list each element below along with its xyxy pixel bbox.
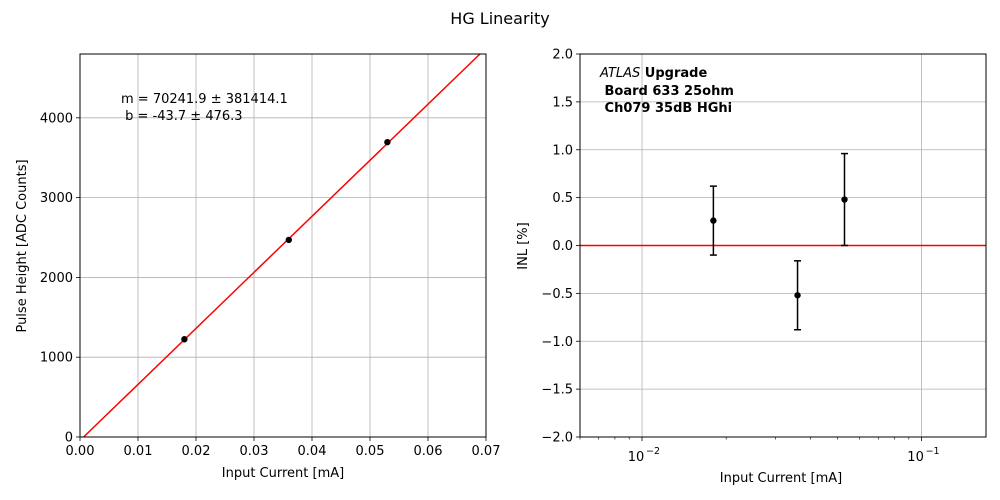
linearity-grid bbox=[79, 54, 487, 438]
inl-x-ticks: 10 −2 10 −1 bbox=[628, 437, 940, 465]
linearity-x-tick-label: 0.07 bbox=[472, 444, 501, 459]
inl-y-tick-label: 0.5 bbox=[552, 191, 573, 206]
inl-x-tick-exponent: −2 bbox=[646, 446, 660, 457]
inl-y-tick-label: −0.5 bbox=[541, 287, 573, 302]
linearity-x-tick-label: 0.00 bbox=[66, 444, 95, 459]
linearity-y-tick-label: 2000 bbox=[40, 271, 73, 286]
linearity-points bbox=[181, 138, 391, 343]
linearity-fit-line bbox=[83, 53, 481, 438]
inl-annotation-board: Board 633 25ohm bbox=[600, 84, 734, 99]
inl-y-tick-label: 1.5 bbox=[552, 95, 573, 110]
inl-annotation-line1: ATLAS Upgrade bbox=[599, 66, 707, 81]
linearity-plot: 0.00 0.01 0.02 0.03 0.04 0.05 0.06 0.07 0 1000 20… bbox=[15, 53, 501, 481]
linearity-x-tick-label: 0.05 bbox=[356, 444, 385, 459]
inl-y-ticks: −2.0 −1.5 −1.0 −0.5 0.0 0.5 1.0 1.5 2.0 bbox=[541, 48, 580, 446]
linearity-y-tick-label: 3000 bbox=[40, 191, 73, 206]
linearity-y-tick-label: 0 bbox=[65, 431, 73, 446]
inl-y-tick-label: −1.5 bbox=[541, 383, 573, 398]
linearity-data-point bbox=[285, 236, 292, 244]
inl-y-tick-label: 0.0 bbox=[552, 239, 573, 254]
inl-x-tick-label: 10 bbox=[907, 450, 924, 465]
linearity-x-tick-label: 0.02 bbox=[182, 444, 211, 459]
inl-x-axis-label: Input Current [mA] bbox=[720, 471, 842, 486]
linearity-data-point bbox=[384, 138, 391, 146]
inl-data-point bbox=[841, 196, 848, 203]
inl-y-tick-label: 2.0 bbox=[552, 48, 573, 63]
inl-y-axis-label: INL [%] bbox=[516, 222, 531, 269]
linearity-annotation-line2: b = -43.7 ± 476.3 bbox=[121, 109, 243, 124]
linearity-x-tick-label: 0.03 bbox=[240, 444, 269, 459]
inl-data-point bbox=[710, 217, 717, 224]
inl-y-tick-label: −1.0 bbox=[541, 335, 573, 350]
upgrade-label: Upgrade bbox=[640, 66, 707, 81]
linearity-x-tick-label: 0.06 bbox=[414, 444, 443, 459]
linearity-y-ticks: 0 1000 2000 3000 4000 bbox=[40, 111, 80, 446]
inl-y-tick-label: −2.0 bbox=[541, 431, 573, 446]
inl-x-tick-exponent: −1 bbox=[926, 446, 940, 457]
linearity-data-point bbox=[181, 336, 188, 343]
linearity-y-tick-label: 4000 bbox=[40, 111, 73, 126]
linearity-x-axis-label: Input Current [mA] bbox=[222, 466, 344, 481]
inl-x-tick-label: 10 bbox=[628, 450, 645, 465]
linearity-plot-frame bbox=[79, 53, 487, 438]
linearity-x-tick-label: 0.04 bbox=[298, 444, 327, 459]
inl-plot: 10 −2 10 −1 −2.0−1.5−1.0−0.50.00.51.01.52.0… bbox=[516, 48, 987, 486]
inl-data-point bbox=[794, 292, 801, 299]
linearity-annotation-line1: m = 70241.9 ± 381414.1 bbox=[121, 92, 288, 107]
linearity-x-tick-label: 0.01 bbox=[124, 444, 153, 459]
atlas-label: ATLAS bbox=[599, 66, 640, 81]
inl-plot-frame bbox=[579, 53, 987, 438]
inl-y-tick-label: 1.0 bbox=[552, 143, 573, 158]
linearity-x-ticks: 0.00 0.01 0.02 0.03 0.04 0.05 0.06 0.07 bbox=[66, 437, 501, 459]
inl-annotation-channel: Ch079 35dB HGhi bbox=[600, 101, 732, 116]
linearity-y-axis-label: Pulse Height [ADC Counts] bbox=[15, 159, 30, 332]
inl-points bbox=[709, 152, 848, 331]
figure-title: HG Linearity bbox=[450, 9, 549, 28]
linearity-y-tick-label: 1000 bbox=[40, 351, 73, 366]
